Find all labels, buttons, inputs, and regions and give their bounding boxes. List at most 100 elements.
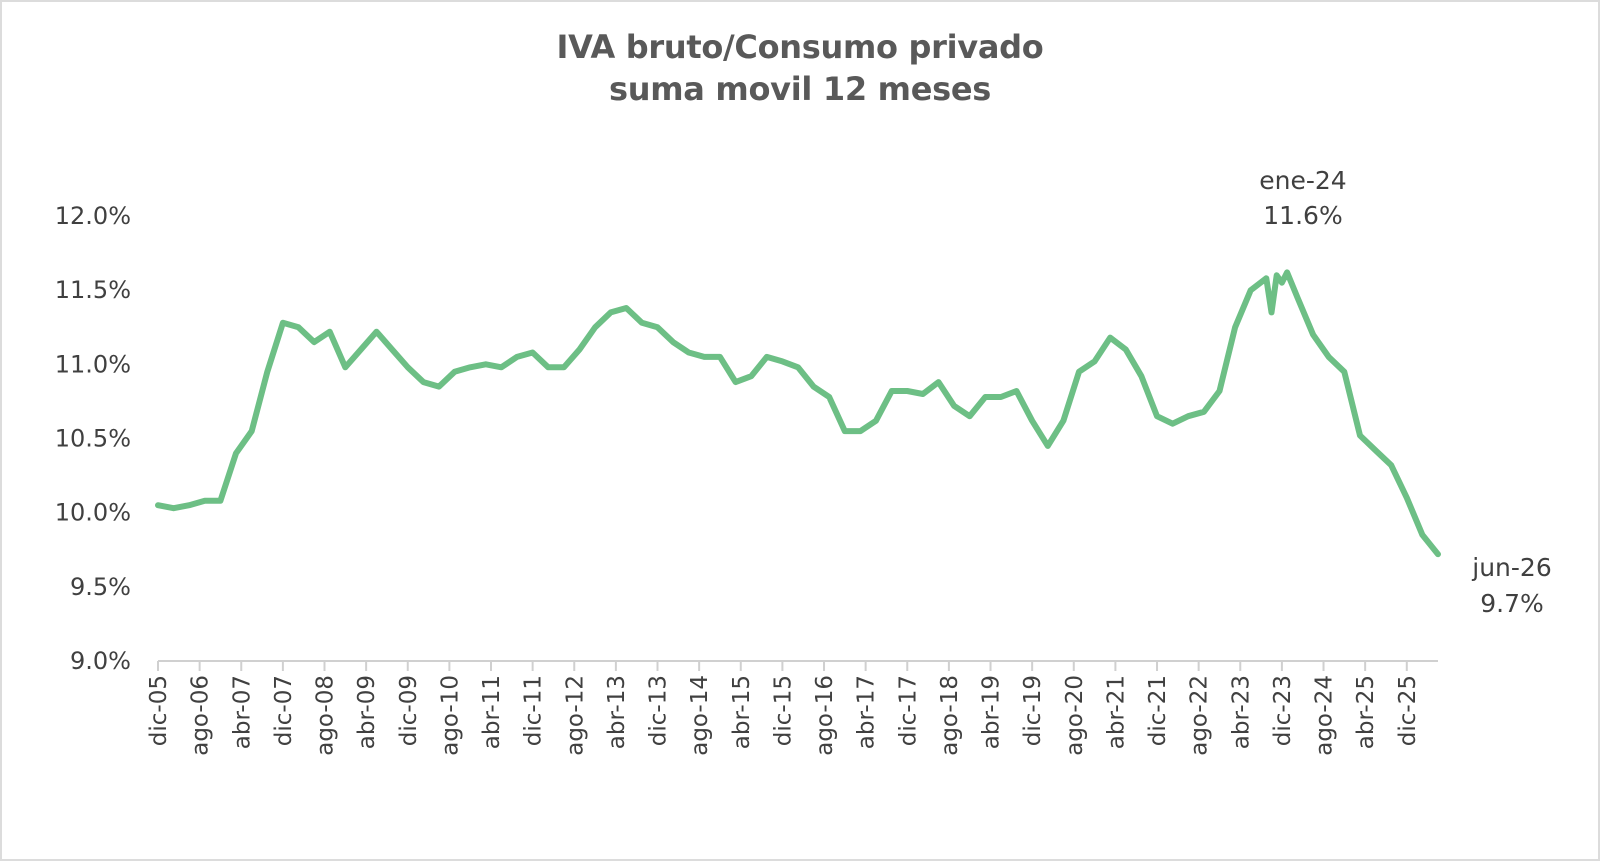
x-tick-label: ago-20	[1062, 675, 1088, 756]
data-point	[1275, 273, 1279, 277]
data-point	[156, 503, 160, 507]
x-tick-label: ago-10	[437, 675, 463, 756]
series-layer	[155, 269, 1441, 558]
data-point	[1420, 533, 1424, 537]
data-point	[687, 351, 691, 354]
data-point	[1389, 463, 1393, 467]
x-tick-label: abr-11	[479, 675, 505, 749]
x-tick-label: abr-23	[1228, 675, 1254, 749]
data-point	[702, 355, 706, 359]
data-point	[1280, 281, 1284, 285]
data-point	[734, 380, 738, 384]
data-point	[796, 365, 800, 369]
x-tick-label: abr-13	[604, 675, 630, 749]
data-point	[1108, 336, 1112, 340]
data-point	[874, 419, 878, 423]
data-point	[1139, 374, 1143, 378]
data-point	[937, 380, 940, 384]
annotation-value: 9.7%	[1480, 589, 1544, 618]
data-point	[1124, 348, 1128, 351]
data-point	[1285, 270, 1289, 274]
data-point	[1436, 552, 1440, 556]
x-tick-label: dic-09	[396, 675, 422, 746]
annotation-value: 11.6%	[1263, 201, 1342, 230]
x-tick-label: abr-19	[979, 675, 1005, 749]
data-point	[1061, 419, 1065, 423]
data-point	[749, 374, 753, 378]
x-tick-label: ago-06	[188, 675, 214, 756]
data-point	[437, 385, 441, 389]
y-tick-label: 9.5%	[70, 573, 131, 601]
data-point	[546, 365, 550, 369]
chart-subtitle: suma movil 12 meses	[609, 70, 991, 108]
data-point	[359, 348, 363, 351]
x-tick-label: ago-12	[562, 675, 588, 756]
data-point	[578, 348, 581, 351]
data-point	[515, 355, 519, 359]
data-point	[312, 340, 316, 344]
data-point	[1046, 444, 1050, 448]
data-point	[421, 380, 425, 384]
data-point	[1249, 288, 1253, 292]
annotation-date: ene-24	[1259, 166, 1346, 195]
x-tick-label: dic-13	[646, 675, 672, 746]
data-point	[218, 499, 222, 503]
data-point	[297, 325, 300, 329]
x-tick-label: abr-09	[354, 675, 380, 749]
data-point	[609, 310, 613, 314]
data-point	[780, 359, 784, 363]
data-point	[671, 340, 675, 344]
x-tick-label: ago-14	[687, 675, 713, 756]
data-point	[640, 321, 644, 325]
data-point	[328, 330, 332, 334]
data-point	[1202, 410, 1206, 414]
data-point	[593, 325, 597, 329]
y-tick-label: 12.0%	[55, 202, 131, 230]
data-point	[265, 370, 269, 374]
data-point	[375, 330, 378, 334]
x-tick-label: dic-19	[1020, 675, 1046, 746]
data-point	[1093, 359, 1097, 363]
y-tick-label: 11.0%	[55, 350, 131, 378]
x-tick-label: abr-25	[1353, 675, 1379, 749]
series-line	[155, 269, 1441, 558]
x-tick-label: dic-17	[895, 675, 921, 746]
x-tick-label: ago-22	[1187, 675, 1213, 756]
data-point	[1405, 496, 1409, 500]
data-point	[468, 365, 472, 369]
data-point	[1358, 434, 1362, 437]
x-tick-label: ago-24	[1312, 675, 1338, 756]
data-point	[968, 414, 972, 418]
x-tick-label: dic-07	[271, 675, 297, 746]
data-point	[203, 499, 207, 503]
data-point	[890, 389, 894, 393]
data-point	[1171, 422, 1175, 426]
chart-title: IVA bruto/Consumo privado	[556, 28, 1044, 66]
y-tick-label: 11.5%	[55, 276, 131, 304]
y-tick-label: 10.5%	[55, 425, 131, 453]
data-point	[656, 325, 659, 329]
data-point	[905, 389, 909, 393]
data-point	[952, 404, 956, 408]
data-point	[531, 351, 535, 354]
y-tick-label: 9.0%	[70, 647, 131, 675]
data-point	[1186, 414, 1190, 418]
x-tick-label: ago-18	[937, 675, 963, 756]
x-tick-label: dic-25	[1395, 675, 1421, 746]
data-point	[999, 395, 1003, 399]
data-point	[234, 451, 238, 455]
data-point	[172, 506, 176, 510]
data-point	[718, 355, 722, 359]
x-tick-label: dic-15	[770, 675, 796, 746]
data-point	[1327, 355, 1331, 359]
data-point	[1030, 419, 1034, 423]
data-point	[453, 370, 457, 374]
data-point	[1218, 389, 1221, 393]
data-point	[1077, 370, 1081, 374]
data-point	[1015, 389, 1018, 393]
data-point	[406, 365, 410, 369]
data-point	[1264, 276, 1268, 280]
annotation-date: jun-26	[1471, 553, 1551, 582]
